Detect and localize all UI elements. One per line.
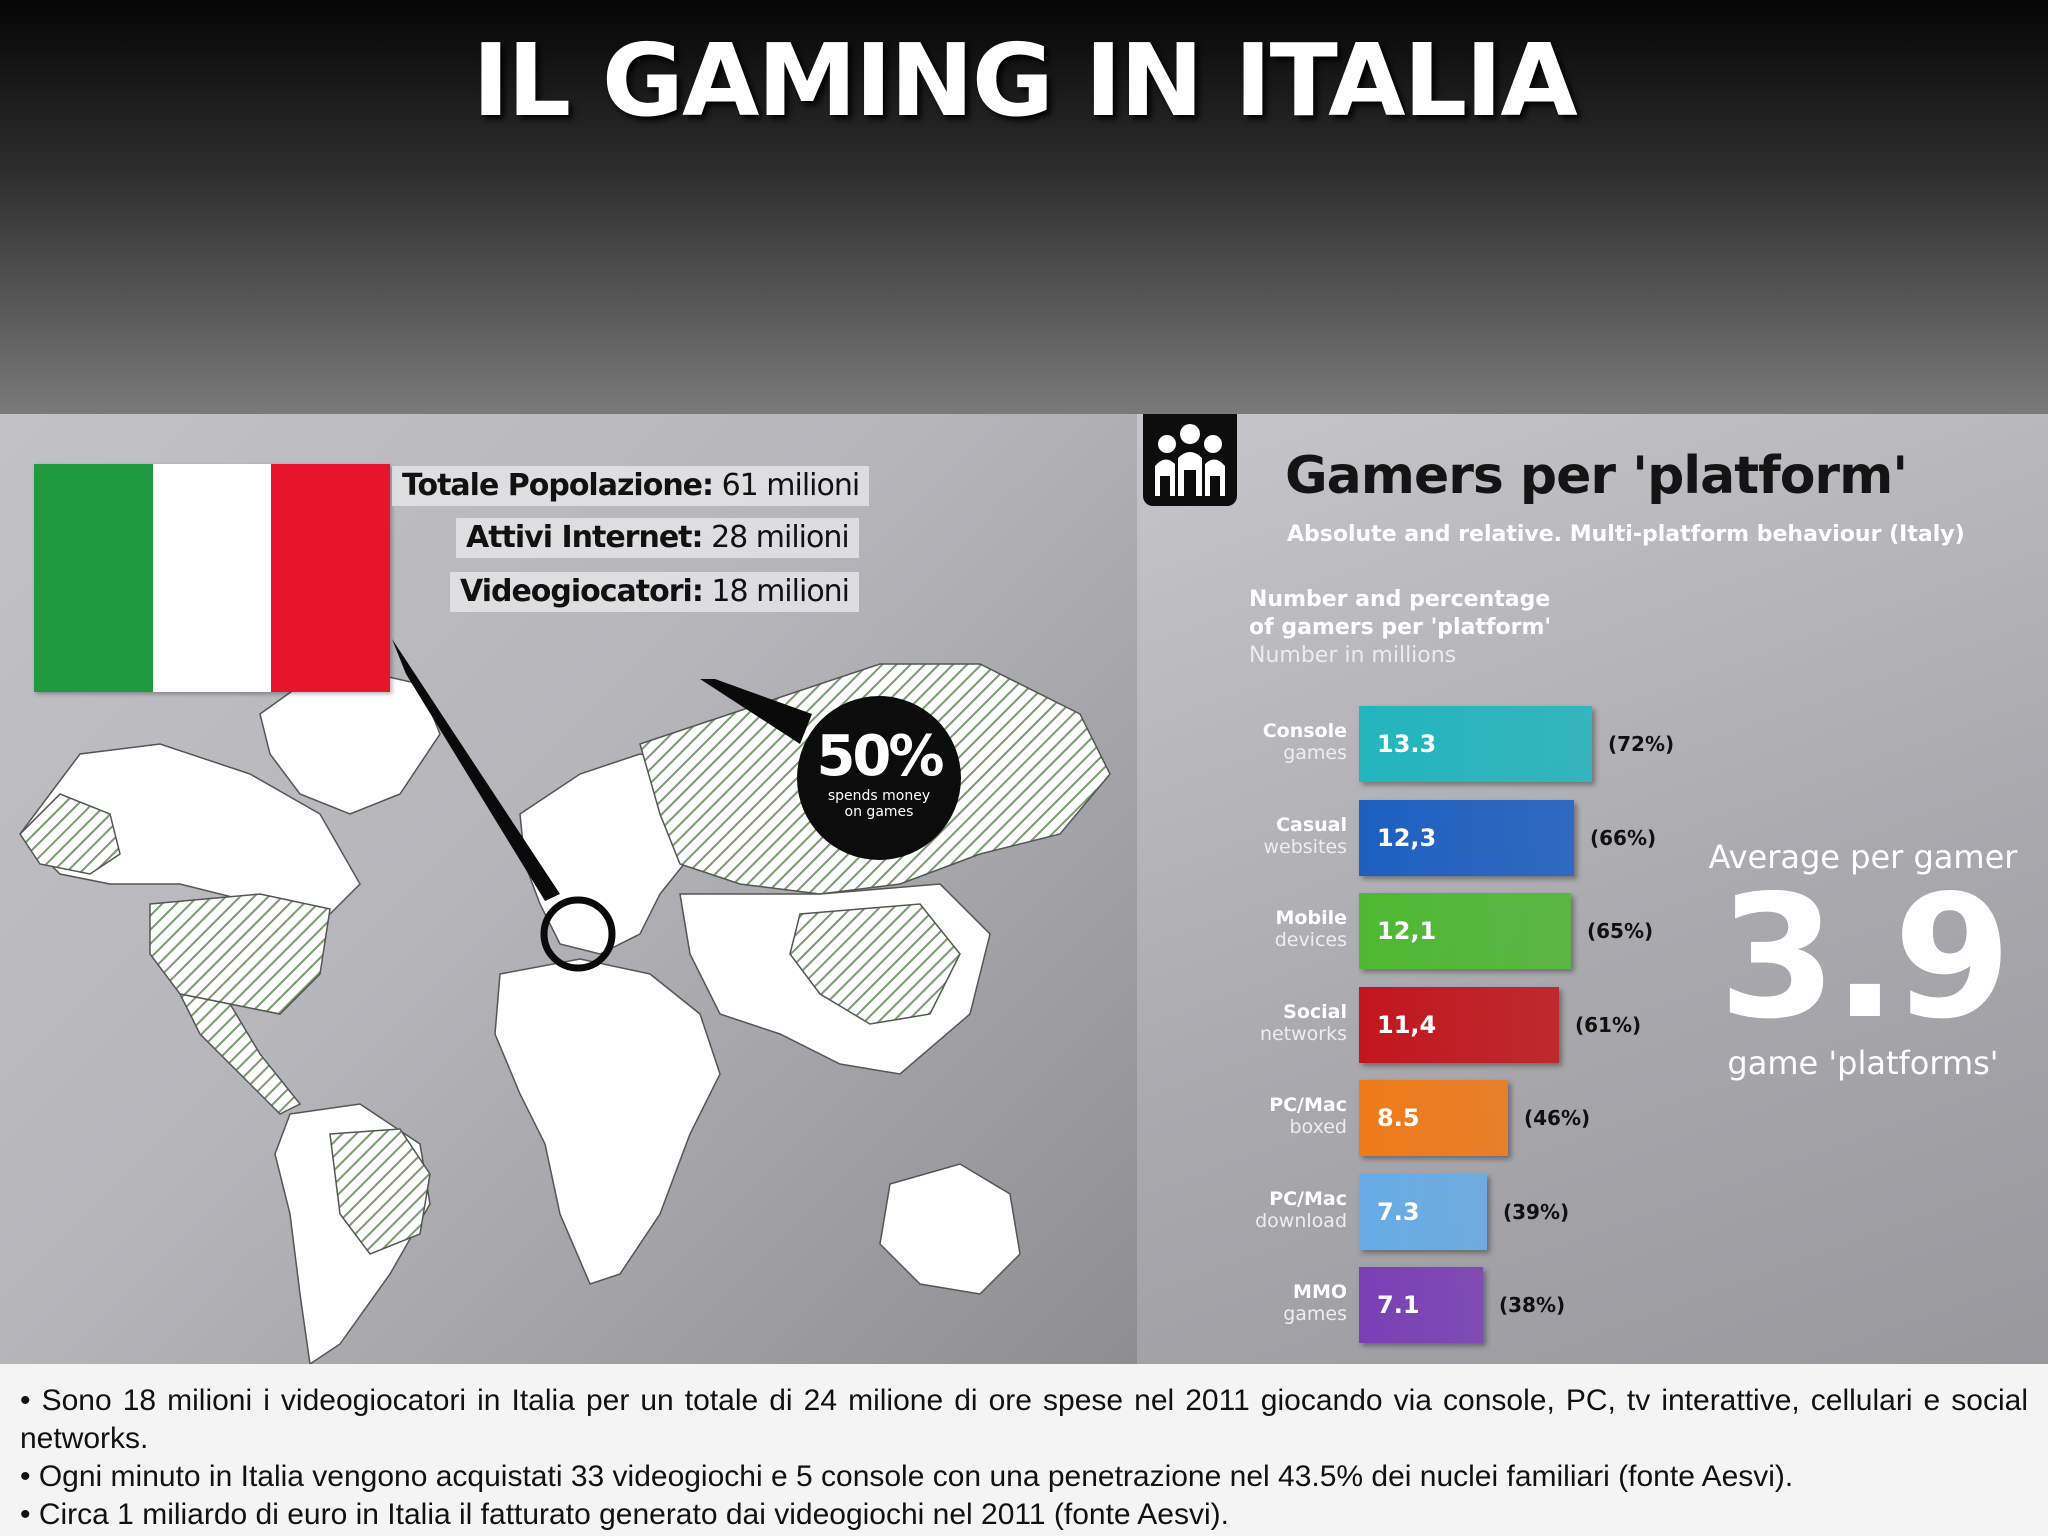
stat-population: Totale Popolazione: 61 milioni [392, 466, 870, 506]
bar-percent-label: (65%) [1587, 919, 1654, 943]
brazil-shape [329, 1128, 431, 1255]
bar-value-label: 12,3 [1377, 823, 1437, 852]
china-shape [789, 903, 961, 1025]
canada-shape [19, 743, 361, 915]
spending-badge: 50% spends money on games [797, 696, 961, 860]
italy-highlight-circle [540, 896, 616, 972]
chart-subtitle: Absolute and relative. Multi-platform be… [1287, 522, 1965, 547]
alaska-shape [19, 793, 121, 875]
description-line: Number and percentage [1249, 587, 1551, 612]
chart-description: Number and percentage of gamers per 'pla… [1249, 586, 1649, 670]
usa-shape [149, 893, 331, 1015]
mexico-shape [178, 992, 302, 1115]
bar-percent-label: (38%) [1499, 1293, 1566, 1317]
stat-value: 61 milioni [721, 468, 861, 503]
note-item: • Sono 18 milioni i videogiocatori in It… [20, 1384, 2028, 1455]
stat-label: Totale Popolazione: [402, 468, 714, 503]
stat-label: Videogiocatori: [460, 574, 704, 609]
notes-list: • Sono 18 milioni i videogiocatori in It… [20, 1382, 2028, 1534]
people-icon [1143, 414, 1237, 506]
average-unit: game 'platforms' [1727, 1044, 1999, 1082]
bar-value-label: 11,4 [1377, 1010, 1437, 1039]
category-label-line1: PC/Mac [1269, 1187, 1347, 1210]
category-label-line1: Casual [1276, 813, 1347, 836]
category-label-line2: networks [1259, 1022, 1347, 1045]
category-label-line1: Social [1283, 1000, 1347, 1023]
stat-gamers: Videogiocatori: 18 milioni [450, 572, 860, 612]
bar: 13.3 [1359, 706, 1592, 782]
category-label-line1: Mobile [1275, 907, 1347, 929]
note-item: • Circa 1 miliardo di euro in Italia il … [20, 1498, 1229, 1531]
bar-value-label: 8.5 [1377, 1104, 1420, 1132]
stat-value: 28 milioni [711, 520, 850, 555]
category-label-line2: websites [1263, 835, 1347, 858]
category-label: Social networks [1137, 1001, 1347, 1045]
category-label: Casual websites [1137, 814, 1347, 858]
flag-pointer [392, 639, 560, 901]
category-label-line2: games [1283, 1303, 1347, 1325]
average-value: 3.9 [1718, 859, 2011, 1057]
slide-title: IL GAMING IN ITALIA [472, 22, 1578, 139]
bar-value-label: 13.3 [1377, 730, 1437, 758]
africa-shape [494, 958, 721, 1285]
bar-percent-label: (66%) [1590, 825, 1657, 850]
badge-caption: spends money on games [827, 788, 931, 820]
badge-value: 50% [816, 724, 944, 789]
flag-white-stripe [152, 464, 272, 692]
bar: 7.1 [1359, 1267, 1483, 1343]
bar-value-label: 7.3 [1377, 1197, 1420, 1226]
description-line: of gamers per 'platform' [1249, 615, 1552, 640]
stat-label: Attivi Internet: [466, 520, 704, 555]
bar-percent-label: (72%) [1608, 732, 1675, 756]
average-label: Average per gamer [1708, 838, 2018, 876]
category-label-line1: MMO [1293, 1281, 1347, 1303]
note-item: • Ogni minuto in Italia vengono acquista… [20, 1460, 1794, 1493]
category-label: Mobile devices [1137, 907, 1347, 951]
description-units: Number in millions [1249, 643, 1457, 668]
bar-value-label: 12,1 [1377, 917, 1437, 945]
chart-title: Gamers per 'platform' [1285, 446, 1908, 506]
category-label: Console games [1137, 720, 1347, 764]
flag-red-stripe [271, 464, 391, 692]
bar: 7.3 [1359, 1173, 1487, 1250]
bar-percent-label: (61%) [1575, 1012, 1642, 1037]
bar: 12,3 [1359, 799, 1574, 876]
bar: 12,1 [1359, 893, 1571, 969]
bar-value-label: 7.1 [1377, 1291, 1420, 1319]
stat-internet: Attivi Internet: 28 milioni [456, 518, 859, 558]
bar-percent-label: (46%) [1524, 1106, 1591, 1130]
australia-shape [879, 1163, 1021, 1295]
category-label-line1: Console [1262, 720, 1347, 742]
category-label-line2: boxed [1289, 1116, 1347, 1138]
category-label-line2: download [1255, 1209, 1347, 1232]
category-label: PC/Mac download [1137, 1188, 1347, 1232]
slide-header: IL GAMING IN ITALIA [0, 0, 2048, 414]
category-label: PC/Mac boxed [1137, 1094, 1347, 1138]
world-map-panel: Totale Popolazione: 61 milioni Attivi In… [0, 414, 1137, 1364]
bar-percent-label: (39%) [1503, 1199, 1570, 1224]
platform-chart-panel: Gamers per 'platform' Absolute and relat… [1137, 414, 2048, 1364]
category-label-line2: devices [1274, 929, 1347, 951]
italian-flag [34, 464, 391, 692]
bar: 8.5 [1359, 1080, 1508, 1156]
category-label: MMO games [1137, 1281, 1347, 1325]
bar: 11,4 [1359, 986, 1559, 1063]
badge-pointer [700, 679, 812, 744]
flag-green-stripe [34, 464, 153, 692]
category-label-line1: PC/Mac [1269, 1094, 1347, 1116]
stat-value: 18 milioni [711, 574, 850, 609]
category-label-line2: games [1283, 742, 1347, 764]
